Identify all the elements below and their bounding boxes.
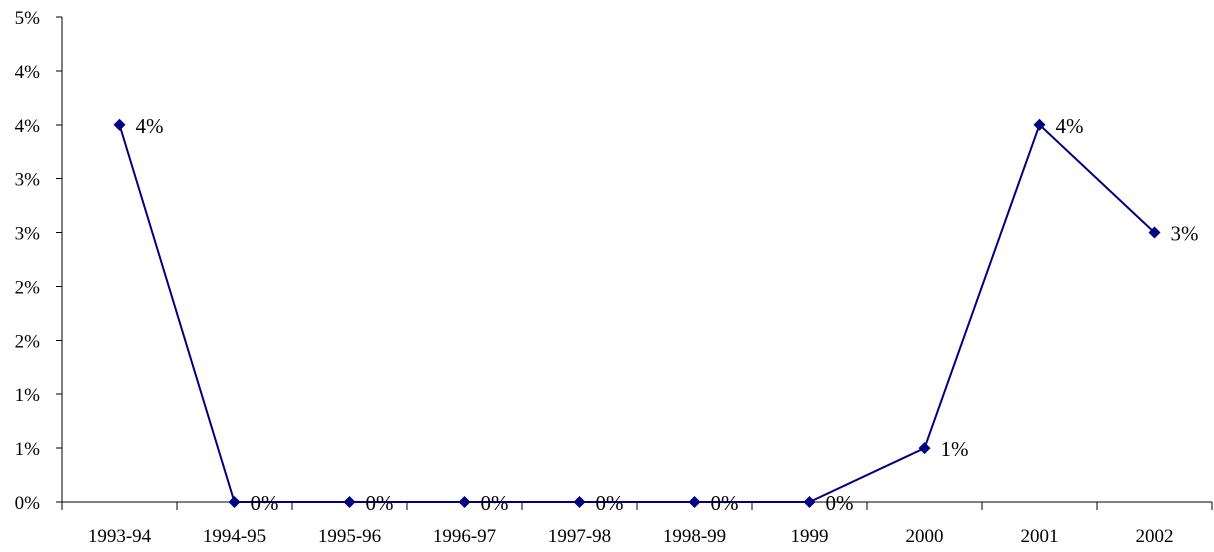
x-axis: 1993-94 1994-95 1995-96 1996-97 1997-98 1998-…: [61, 501, 1213, 547]
x-tick-label: 1998-99: [663, 526, 726, 547]
data-point-marker: [688, 496, 701, 508]
data-point-marker: [1148, 226, 1161, 239]
x-tick-label: 1994-95: [203, 526, 266, 547]
x-tick-label: 1993-94: [88, 526, 152, 547]
data-point-marker: [573, 496, 586, 508]
data-label: 4%: [136, 114, 164, 138]
data-point-marker: [918, 442, 931, 455]
x-tick-label: 1997-98: [548, 526, 611, 547]
data-point-marker: [113, 118, 126, 131]
y-tick-label: 5%: [15, 8, 41, 29]
series-layer: [118, 123, 1156, 503]
y-tick-label: 3%: [15, 170, 41, 191]
data-label: 3%: [1171, 222, 1199, 246]
data-label: 1%: [941, 437, 969, 461]
x-tick-label: 2001: [1021, 526, 1059, 547]
y-axis: 0% 1% 1% 2% 2% 3% 3% 4% 4% 5%: [15, 8, 63, 514]
y-tick-label: 3%: [15, 224, 41, 245]
y-tick-label: 2%: [15, 331, 41, 352]
x-tick-label: 1996-97: [433, 526, 496, 547]
data-labels-layer: 4% 0% 0% 0% 0% 0% 0% 1% 4% 3%: [136, 114, 1199, 515]
x-tick-label: 1999: [791, 526, 829, 547]
y-tick-label: 0%: [15, 493, 41, 514]
data-label: 0%: [366, 491, 394, 515]
y-tick-label: 4%: [15, 116, 41, 137]
y-tick-label: 1%: [15, 439, 41, 460]
data-point-marker: [458, 496, 471, 508]
data-label: 0%: [711, 491, 739, 515]
data-label: 0%: [251, 491, 279, 515]
data-point-marker: [803, 496, 816, 508]
y-tick-label: 4%: [15, 62, 41, 83]
series-line: [118, 123, 1156, 503]
x-tick-label: 2000: [906, 526, 944, 547]
data-point-marker: [228, 496, 241, 508]
data-point-marker: [1033, 118, 1046, 131]
markers-layer: [113, 118, 1161, 508]
data-label: 4%: [1056, 114, 1084, 138]
data-point-marker: [343, 496, 356, 508]
y-tick-label: 2%: [15, 277, 41, 298]
data-label: 0%: [826, 491, 854, 515]
data-label: 0%: [596, 491, 624, 515]
x-tick-label: 2002: [1136, 526, 1174, 547]
data-label: 0%: [481, 491, 509, 515]
y-tick-label: 1%: [15, 385, 41, 406]
x-tick-label: 1995-96: [318, 526, 381, 547]
